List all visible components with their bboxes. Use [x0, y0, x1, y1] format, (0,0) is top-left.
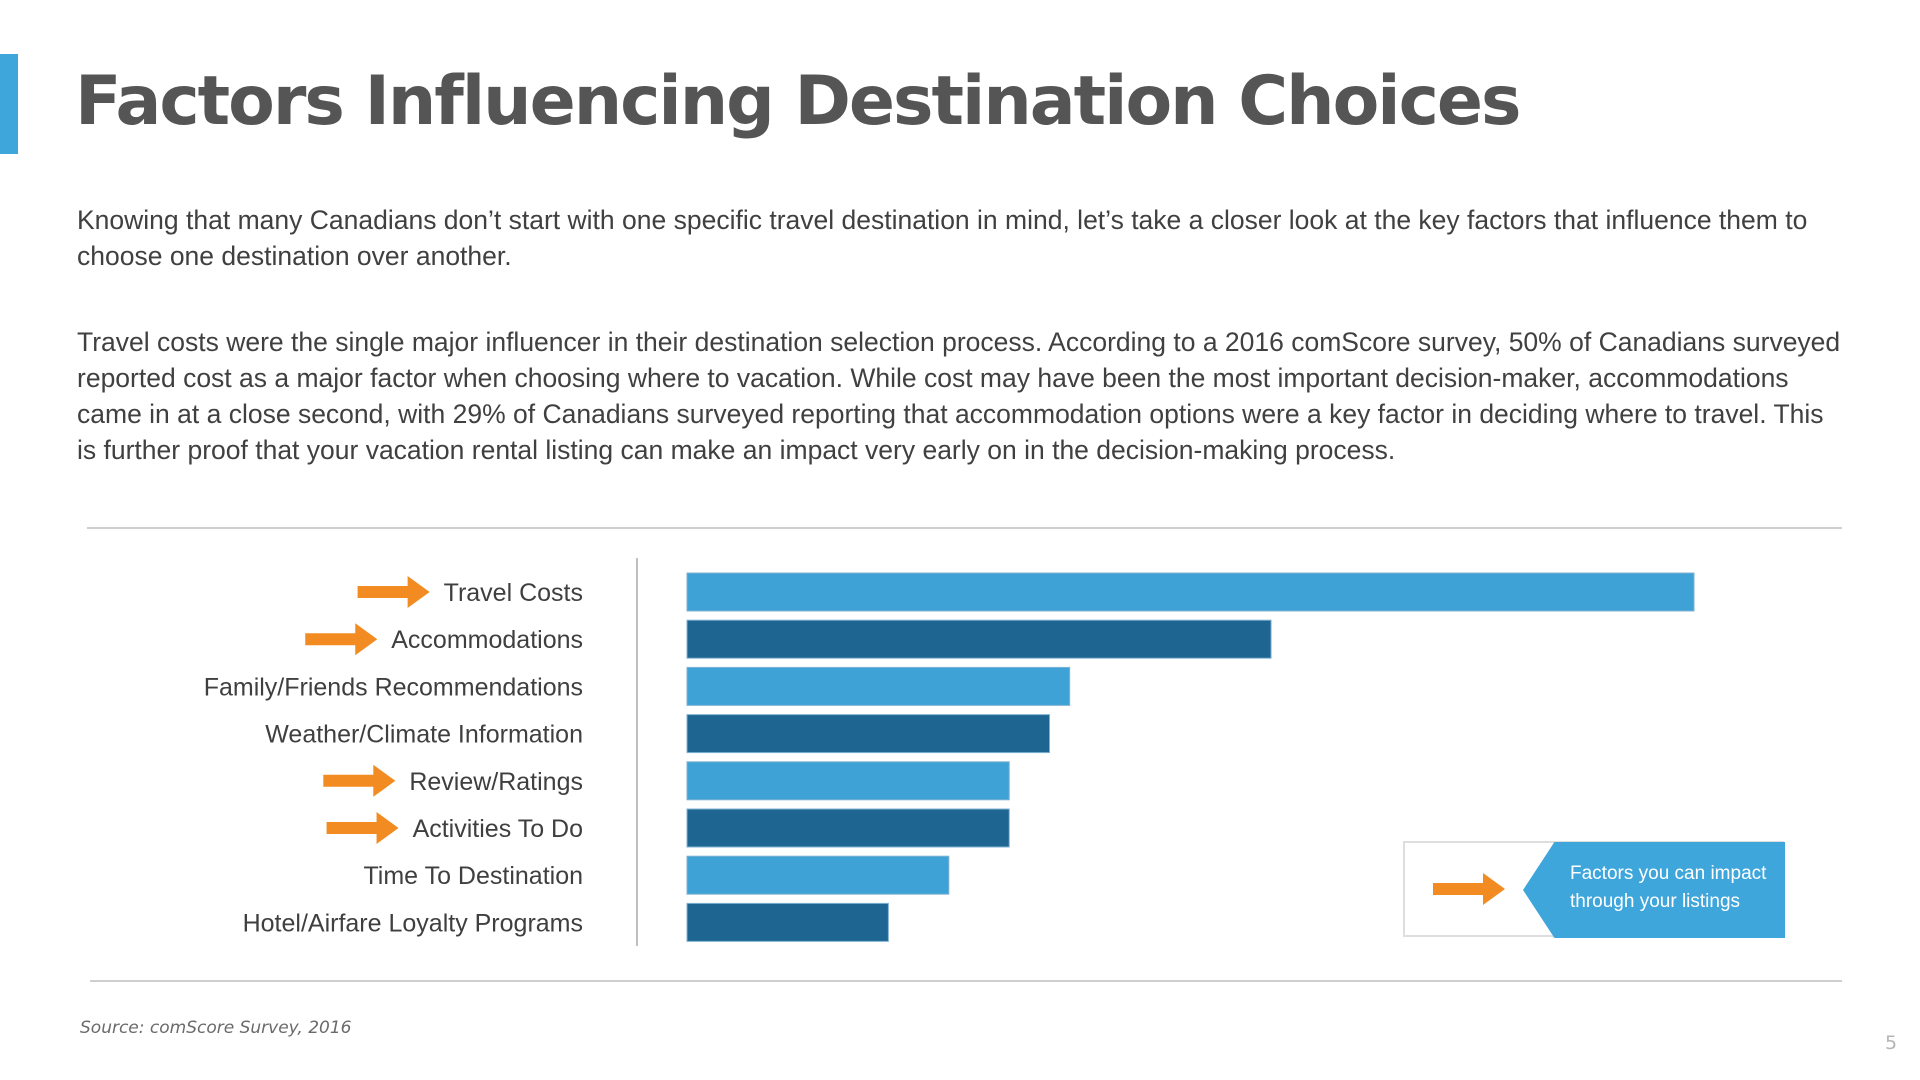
bar-weather-climate-information [686, 714, 1051, 754]
category-label-family-friends-recommendations: Family/Friends Recommendations [204, 673, 583, 701]
highlight-arrow-icon [305, 623, 378, 656]
category-label-hotel-airfare-loyalty-programs: Hotel/Airfare Loyalty Programs [243, 909, 583, 937]
source-note: Source: comScore Survey, 2016 [80, 1018, 352, 1038]
category-label-review-ratings: Review/Ratings [409, 768, 583, 796]
bar-activities-to-do [686, 808, 1010, 848]
bar-time-to-destination [686, 855, 950, 895]
body-paragraph: Travel costs were the single major influ… [77, 327, 1841, 465]
highlight-arrow-icon [326, 812, 399, 844]
highlight-arrow-icon [323, 764, 396, 797]
accent-bar [0, 54, 18, 154]
bar-accommodations [686, 619, 1272, 659]
page-title: Factors Influencing Destination Choices [75, 62, 1521, 141]
category-label-time-to-destination: Time To Destination [363, 862, 583, 890]
category-label-activities-to-do: Activities To Do [413, 815, 583, 843]
bottom-divider [90, 980, 1842, 982]
bar-hotel-airfare-loyalty-programs [686, 902, 889, 942]
category-label-travel-costs: Travel Costs [444, 579, 583, 607]
bar-review-ratings [686, 761, 1010, 801]
category-label-weather-climate-information: Weather/Climate Information [265, 721, 583, 749]
category-label-accommodations: Accommodations [391, 626, 583, 654]
intro-paragraph: Knowing that many Canadians don’t start … [77, 205, 1808, 271]
legend-text: Factors you can impact through your list… [1570, 863, 1767, 912]
highlight-arrow-icon [357, 576, 430, 608]
page-number: 5 [1885, 1032, 1898, 1054]
orange-arrow-icon [1433, 873, 1505, 905]
top-divider [87, 527, 1842, 529]
legend-tag [1523, 842, 1785, 938]
bar-travel-costs [686, 572, 1695, 612]
bar-family-friends-recommendations [686, 666, 1071, 706]
